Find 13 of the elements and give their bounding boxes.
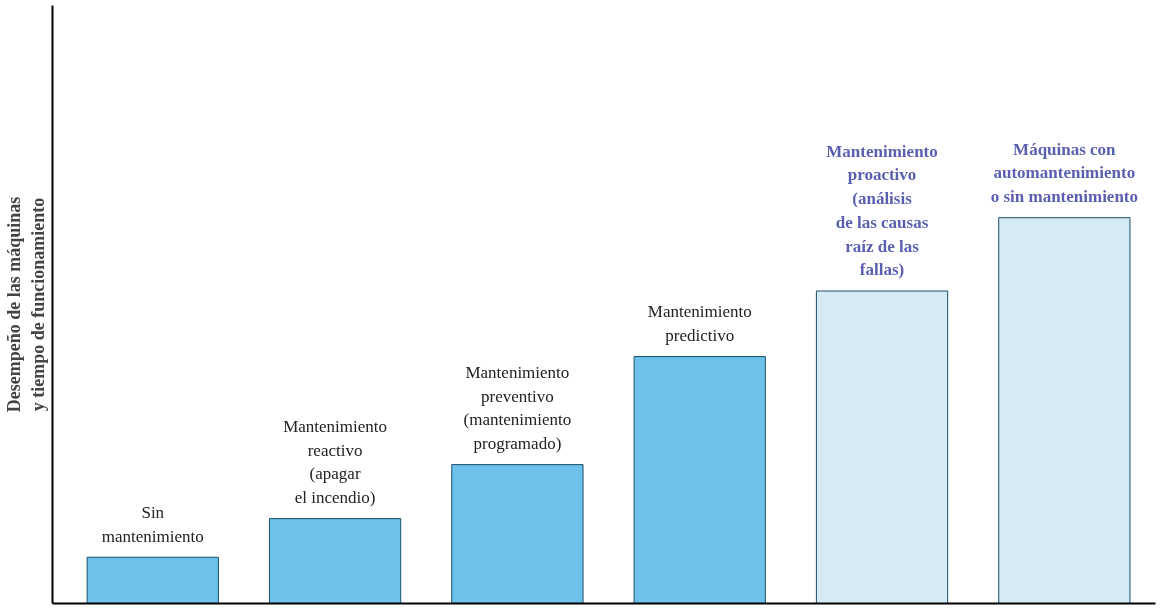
x-tick-label: Mantenimiento preventivo (mantenimiento programado) [463,362,572,454]
bar [998,217,1131,604]
x-tick-label: Sin mantenimiento [101,502,204,546]
bar [815,290,949,604]
x-tick-label: Máquinas con automantenimiento o sin mantenimiento [990,139,1139,207]
bar [451,464,584,604]
bar [268,518,402,604]
y-axis-title: Desempeño de las máquinas y tiempo de funcionamiento [3,196,48,413]
bar [86,556,219,604]
x-tick-label: Mantenimiento proactivo (análisis de las causas raíz de las fallas) [826,141,938,280]
bar [633,356,766,604]
x-tick-label: Mantenimiento reactivo (apagar el incendio) [283,416,388,508]
x-tick-label: Mantenimiento predictivo [647,302,752,346]
